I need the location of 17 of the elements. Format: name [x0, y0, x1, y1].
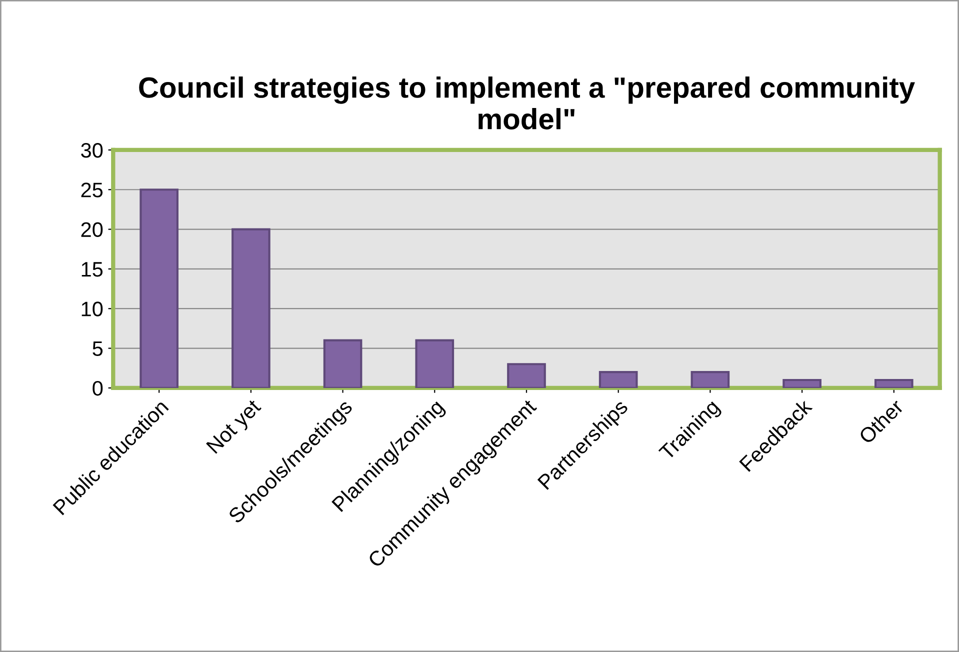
bar — [874, 378, 914, 388]
bar — [232, 228, 270, 388]
y-tick-label: 25 — [81, 182, 103, 198]
y-tick-label: 15 — [82, 262, 103, 277]
y-tick-label: 30 — [81, 142, 103, 158]
chart-title: Council strategies to implement a "prepared community model" — [139, 76, 915, 130]
bar — [507, 363, 546, 388]
y-tick-label: 5 — [92, 341, 103, 356]
bar — [598, 371, 638, 388]
y-tick-label: 20 — [81, 222, 103, 238]
y-tick-label: 10 — [82, 302, 103, 316]
bar — [140, 188, 179, 388]
bar — [415, 339, 454, 388]
y-tick-label: 0 — [92, 380, 103, 396]
bar — [782, 378, 822, 388]
bar — [323, 339, 362, 388]
bar — [690, 371, 730, 388]
